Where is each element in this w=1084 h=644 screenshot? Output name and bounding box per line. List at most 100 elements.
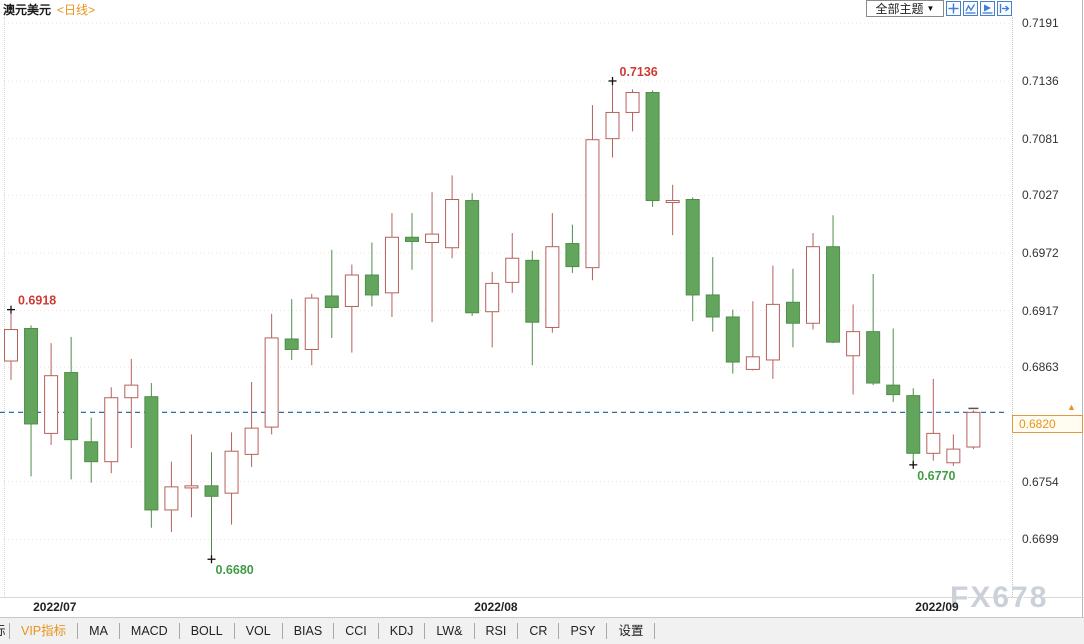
candle-body: [4, 329, 18, 362]
toolbar-item-vip[interactable]: VIP指标: [10, 623, 79, 639]
candle-body: [826, 246, 841, 343]
candle-body: [244, 427, 259, 455]
candle-body: [184, 485, 199, 489]
y-axis-label: 0.6754: [1022, 474, 1059, 489]
price-annotation: 0.7136: [620, 65, 658, 79]
candle-body: [605, 111, 620, 140]
candle-body: [505, 257, 520, 283]
candle-body: [204, 485, 219, 497]
candle-body: [785, 301, 800, 324]
toolbar-clipped-item[interactable]: 标: [0, 623, 10, 639]
y-axis-label: 0.7191: [1022, 16, 1059, 31]
toolbar-item-kdj[interactable]: KDJ: [379, 623, 426, 639]
candle-body: [364, 274, 379, 296]
candle-body: [425, 233, 440, 243]
theme-dropdown[interactable]: 全部主题 ▼: [866, 0, 944, 17]
y-axis-label: 0.7136: [1022, 73, 1059, 88]
indicator-toolbar: 标 VIP指标MAMACDBOLLVOLBIASCCIKDJLW&RSICRPS…: [0, 618, 1084, 644]
chart-plot-area[interactable]: 0.6918 0.7136 0.6680 0.6770: [0, 0, 1012, 618]
axis-separator: [1012, 17, 1013, 597]
candle-body: [124, 384, 139, 399]
toolbar-item-vol[interactable]: VOL: [235, 623, 283, 639]
candle-body: [846, 331, 861, 357]
toolbar-item-boll[interactable]: BOLL: [180, 623, 235, 639]
candle-body: [645, 92, 660, 202]
candle-body: [625, 92, 640, 113]
candle-body: [224, 450, 239, 494]
date-row-border: [0, 617, 1084, 618]
candle-body: [405, 236, 419, 242]
candle-body: [665, 200, 680, 204]
toolbar-item-cci[interactable]: CCI: [334, 623, 379, 639]
candle-body: [806, 246, 820, 324]
chart-header: 澳元美元 <日线> 全部主题 ▼: [0, 0, 1084, 17]
candle-body: [44, 375, 59, 434]
candle-body: [926, 432, 941, 454]
candle-body: [284, 338, 299, 350]
candle-body: [164, 486, 179, 511]
price-annotation: 0.6680: [216, 563, 254, 577]
chevron-down-icon: ▼: [926, 4, 935, 13]
y-axis-label: 0.6863: [1022, 360, 1059, 375]
toolbar-item-ma[interactable]: MA: [78, 623, 120, 639]
exit-chart-icon[interactable]: [997, 1, 1012, 16]
x-axis-label: 2022/08: [474, 600, 518, 614]
x-axis-label: 2022/07: [33, 600, 77, 614]
toolbar-item-cr[interactable]: CR: [518, 623, 560, 639]
toolbar-item-macd[interactable]: MACD: [120, 623, 180, 639]
price-up-arrow-icon: ▲: [1067, 402, 1076, 412]
plot-left-border: [4, 17, 5, 597]
candle-body: [966, 411, 981, 448]
candle-body: [144, 396, 159, 511]
current-price-label: 0.6820: [1012, 415, 1083, 433]
candle-body: [685, 198, 700, 296]
candle-body: [585, 139, 600, 269]
crosshair-icon[interactable]: [946, 1, 961, 16]
x-axis-label: 2022/09: [915, 600, 959, 614]
fx678-watermark: FX678: [950, 581, 1049, 614]
candle-body: [745, 356, 760, 370]
candle-body: [304, 297, 319, 350]
candle-body: [886, 384, 901, 396]
candle-body: [84, 441, 99, 463]
y-axis-label: 0.6972: [1022, 245, 1059, 260]
candle-body: [525, 259, 540, 323]
right-border: [1082, 0, 1083, 618]
candle-body: [104, 397, 119, 463]
candle-body: [725, 316, 740, 363]
candle-body: [384, 236, 399, 294]
trend-chart-icon[interactable]: [963, 1, 978, 16]
toolbar-item-[interactable]: 设置: [607, 623, 656, 639]
y-axis-label: 0.6917: [1022, 303, 1059, 318]
candle-body: [705, 294, 720, 318]
plot-bottom-border: [0, 597, 1084, 598]
candle-body: [264, 337, 279, 428]
price-annotation: 0.6918: [18, 294, 56, 308]
chart-tool-icons: [946, 1, 1012, 16]
theme-dropdown-label: 全部主题: [875, 2, 924, 16]
candle-body: [485, 282, 500, 313]
price-annotation: 0.6770: [917, 469, 955, 483]
play-chart-icon[interactable]: [980, 1, 995, 16]
candle-body: [906, 395, 921, 454]
candle-body: [545, 246, 560, 328]
candle-body: [445, 198, 460, 249]
y-axis-label: 0.7027: [1022, 188, 1059, 203]
toolbar-item-lw[interactable]: LW&: [425, 623, 475, 639]
candle-body: [24, 328, 39, 425]
instrument-title: 澳元美元: [3, 3, 52, 17]
period-tag: <日线>: [57, 3, 96, 17]
candle-body: [465, 200, 480, 314]
candle-body: [64, 372, 79, 441]
candle-body: [324, 295, 339, 309]
candle-body: [565, 243, 580, 268]
candle-body: [866, 331, 881, 384]
toolbar-item-bias[interactable]: BIAS: [283, 623, 335, 639]
y-axis-label: 0.6699: [1022, 532, 1059, 547]
candle-body: [946, 448, 961, 464]
candle-body: [344, 274, 359, 307]
y-axis-label: 0.7081: [1022, 131, 1059, 146]
toolbar-item-psy[interactable]: PSY: [559, 623, 608, 639]
toolbar-item-rsi[interactable]: RSI: [475, 623, 519, 639]
